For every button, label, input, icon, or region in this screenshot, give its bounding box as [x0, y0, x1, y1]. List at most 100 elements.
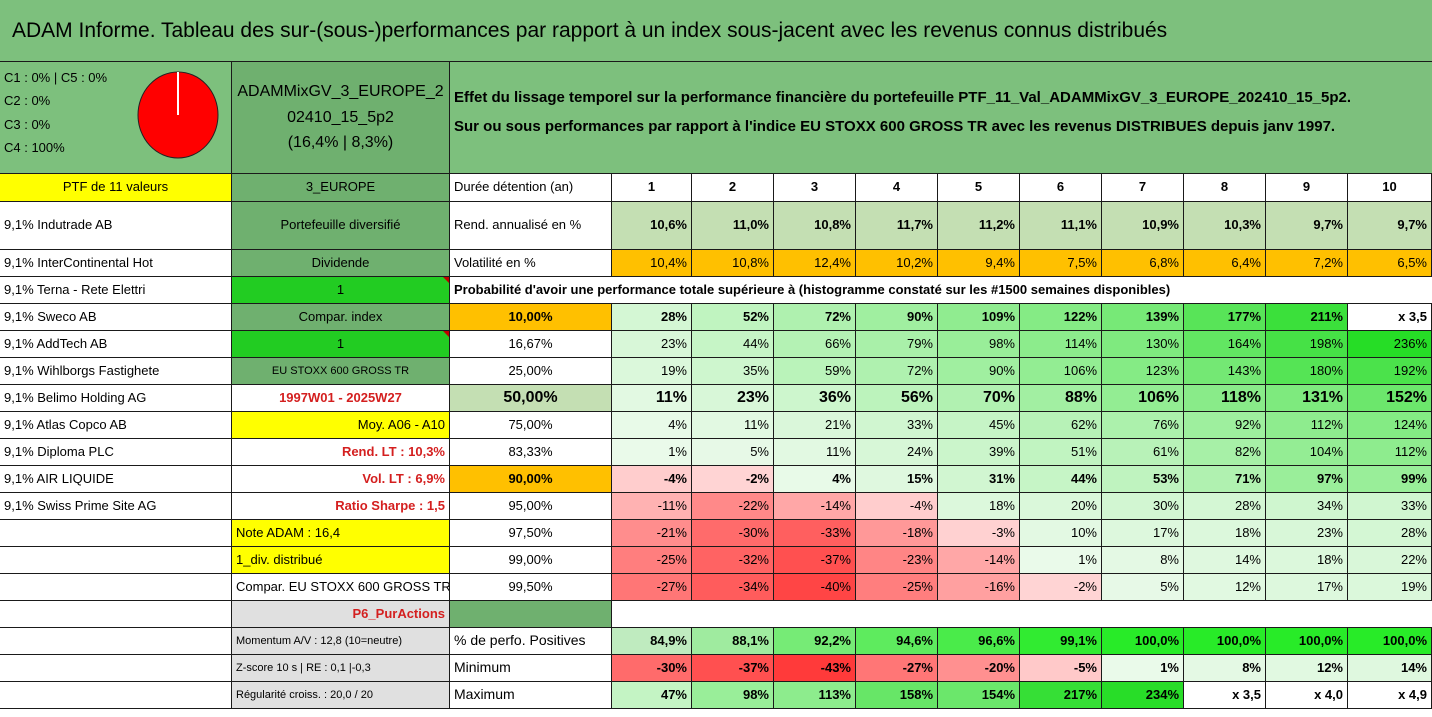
prob-value: 82%: [1184, 439, 1266, 466]
prob-value-text: 14%: [1234, 551, 1261, 567]
prob-value: -32%: [692, 547, 774, 574]
min-value-text: -43%: [820, 659, 851, 675]
year-header-text: 5: [974, 179, 983, 195]
prob-value-text: 88%: [1064, 389, 1097, 407]
portfolio-name-line-1: ADAMMixGV_3_EUROPE_2: [237, 83, 444, 101]
prob-level-text: 25,00%: [508, 362, 553, 378]
prob-value: 106%: [1020, 358, 1102, 385]
info-cell: Rend. LT : 10,3%: [232, 439, 450, 466]
year-header-text: 8: [1220, 179, 1229, 195]
prob-level: 25,00%: [450, 358, 612, 385]
vol-value-text: 7,5%: [1067, 254, 1097, 270]
holding-row-text: 9,1% AddTech AB: [4, 335, 108, 351]
max-value: x 3,5: [1184, 682, 1266, 709]
prob-value-text: 35%: [742, 362, 769, 378]
prob-value: 143%: [1184, 358, 1266, 385]
positive-value: 100,0%: [1266, 628, 1348, 655]
prob-value: -23%: [856, 547, 938, 574]
info-cell-text: P6_PurActions: [352, 605, 445, 621]
info-cell-text: Compar. index: [298, 308, 383, 324]
prob-value: 106%: [1102, 385, 1184, 412]
rend-value-text: 9,7%: [1313, 217, 1343, 233]
prob-value: -25%: [856, 574, 938, 601]
min-value: 12%: [1266, 655, 1348, 682]
prob-value-text: 211%: [1310, 308, 1343, 324]
rend-value-text: 10,8%: [814, 217, 851, 233]
prob-value-text: 44%: [1070, 470, 1097, 486]
prob-value-text: -4%: [663, 470, 687, 486]
prob-value: 76%: [1102, 412, 1184, 439]
prob-value: 90%: [856, 304, 938, 331]
prob-value: 1%: [612, 439, 692, 466]
positive-value-text: 100,0%: [1216, 632, 1261, 648]
prob-value: 211%: [1266, 304, 1348, 331]
prob-value-text: 28%: [1234, 497, 1261, 513]
holding-row-text: 9,1% Indutrade AB: [4, 217, 113, 233]
vol-value: 9,4%: [938, 250, 1020, 277]
positive-value-text: 88,1%: [732, 632, 769, 648]
min-value-text: -20%: [984, 659, 1015, 675]
prob-value-text: -23%: [902, 551, 933, 567]
prob-value: 61%: [1102, 439, 1184, 466]
year-header: 3: [774, 174, 856, 202]
legend-line-1: C1 : 0% | C5 : 0%: [4, 70, 108, 85]
prob-value: 180%: [1266, 358, 1348, 385]
prob-value-text: -16%: [984, 578, 1015, 594]
rend-value-text: 11,0%: [732, 217, 769, 233]
prob-level: 75,00%: [450, 412, 612, 439]
year-header: 5: [938, 174, 1020, 202]
prob-value-text: 104%: [1309, 443, 1343, 459]
info-cell: 1997W01 - 2025W27: [232, 385, 450, 412]
prob-value: -40%: [774, 574, 856, 601]
info-cell: Vol. LT : 6,9%: [232, 466, 450, 493]
max-value: 234%: [1102, 682, 1184, 709]
prob-value: 14%: [1184, 547, 1266, 574]
prob-value: 20%: [1020, 493, 1102, 520]
prob-value: 36%: [774, 385, 856, 412]
report-title: ADAM Informe. Tableau des sur-(sous-)per…: [12, 18, 1168, 42]
info-cell: Compar. index: [232, 304, 450, 331]
prob-value-text: -32%: [738, 551, 769, 567]
legend-cell: C1 : 0% | C5 : 0% C2 : 0% C3 : 0% C4 : 1…: [0, 62, 232, 174]
prob-level: 83,33%: [450, 439, 612, 466]
info-cell-text: Note ADAM : 16,4: [236, 524, 341, 540]
vol-value: 12,4%: [774, 250, 856, 277]
holding-row-text: 9,1% Wihlborgs Fastighete: [4, 362, 160, 378]
prob-value: -18%: [856, 520, 938, 547]
prob-value: -2%: [692, 466, 774, 493]
min-value-text: -30%: [656, 659, 687, 675]
prob-value-text: 20%: [1070, 497, 1097, 513]
year-header-text: 9: [1302, 179, 1311, 195]
info-cell-text: EU STOXX 600 GROSS TR: [271, 364, 410, 377]
info-cell-text: Portefeuille diversifié: [280, 217, 401, 233]
info-cell: Portefeuille diversifié: [232, 202, 450, 250]
prob-value-text: 198%: [1309, 335, 1343, 351]
prob-value: 11%: [692, 412, 774, 439]
prob-value-text: 21%: [824, 416, 851, 432]
rend-value: 11,0%: [692, 202, 774, 250]
prob-value: 33%: [1348, 493, 1432, 520]
prob-value-text: 106%: [1138, 389, 1179, 407]
year-header: 6: [1020, 174, 1102, 202]
prob-value: 131%: [1266, 385, 1348, 412]
prob-value-text: -14%: [984, 551, 1015, 567]
prob-value: 79%: [856, 331, 938, 358]
min-value-text: 8%: [1242, 659, 1261, 675]
rend-value-text: 10,9%: [1142, 217, 1179, 233]
prob-value-text: 44%: [742, 335, 769, 351]
prob-value-text: 19%: [660, 362, 687, 378]
empty-left-cell: [0, 520, 232, 547]
prob-value: 177%: [1184, 304, 1266, 331]
prob-level: 50,00%: [450, 385, 612, 412]
prob-value-text: x 3,5: [1398, 308, 1427, 324]
info-cell: Dividende: [232, 250, 450, 277]
prob-value: 123%: [1102, 358, 1184, 385]
positive-value: 94,6%: [856, 628, 938, 655]
info-cell: Momentum A/V : 12,8 (10=neutre): [232, 628, 450, 655]
positive-value-text: 99,1%: [1060, 632, 1097, 648]
prob-value-text: 4%: [832, 470, 851, 486]
vol-value: 7,5%: [1020, 250, 1102, 277]
prob-value-text: 24%: [906, 443, 933, 459]
prob-value-text: -40%: [820, 578, 851, 594]
min-value-text: -37%: [738, 659, 769, 675]
